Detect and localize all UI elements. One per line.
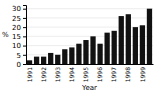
- y-tick-mark: [23, 46, 26, 47]
- y-tick-label: 0: [17, 61, 21, 69]
- bar: [90, 36, 95, 64]
- bar: [62, 49, 67, 64]
- y-tick: 15: [12, 33, 26, 41]
- y-tick-mark: [23, 55, 26, 56]
- x-tick-label: 1997: [110, 67, 117, 82]
- y-tick-label: 5: [17, 52, 21, 60]
- bar: [126, 14, 131, 64]
- bar: [133, 27, 138, 64]
- y-tick-label: 20: [12, 24, 21, 32]
- bar: [97, 44, 102, 64]
- grid-line: [26, 17, 153, 18]
- x-axis-title: Year: [81, 84, 97, 92]
- bar: [83, 40, 88, 64]
- y-tick: 30: [12, 5, 26, 13]
- bar: [27, 60, 32, 64]
- y-tick: 25: [12, 15, 26, 23]
- y-axis: 05 10152025 30: [12, 5, 26, 68]
- bar: [76, 44, 81, 64]
- x-tick-label: 1999: [139, 67, 146, 82]
- y-axis-title: %: [2, 31, 9, 39]
- x-tick: 1995: [82, 67, 89, 82]
- bar: [34, 57, 39, 64]
- y-tick-label: 10: [12, 42, 21, 50]
- bar: [147, 9, 152, 64]
- bar: [119, 16, 124, 64]
- x-tick: 1999: [139, 67, 146, 82]
- y-tick-mark: [23, 27, 26, 28]
- x-tick-label: 1991: [26, 67, 33, 82]
- x-tick-label: 1996: [96, 67, 103, 82]
- y-tick: 0: [17, 61, 26, 69]
- x-tick: 1998: [124, 67, 131, 82]
- bar: [104, 33, 109, 64]
- x-tick-label: 1994: [68, 67, 75, 82]
- y-tick: 10: [12, 42, 26, 50]
- y-tick-mark: [23, 36, 26, 37]
- grid-line: [26, 8, 153, 9]
- bar: [140, 25, 145, 64]
- x-tick: 1997: [110, 67, 117, 82]
- y-tick-mark: [23, 64, 26, 65]
- y-tick-mark: [23, 9, 26, 10]
- y-tick-label: 25: [12, 15, 21, 23]
- y-tick: 5: [17, 52, 26, 60]
- x-tick-label: 1993: [54, 67, 61, 82]
- x-tick: 1994: [68, 67, 75, 82]
- y-tick-label: 30: [12, 5, 21, 13]
- bar: [69, 47, 74, 64]
- grid: [26, 9, 153, 64]
- bar: [41, 57, 46, 64]
- bar: [48, 53, 53, 64]
- x-tick-label: 1998: [124, 67, 131, 82]
- bar: [55, 55, 60, 64]
- y-tick: 20: [12, 24, 26, 32]
- bar: [112, 31, 117, 64]
- x-tick: 1992: [40, 67, 47, 82]
- x-tick: 1993: [54, 67, 61, 82]
- y-tick-label: 15: [12, 33, 21, 41]
- x-axis: 1991 1992 1993 1994 1995 1996 1997 1998 1999: [26, 65, 154, 83]
- x-tick-label: 1995: [82, 67, 89, 82]
- x-tick: 1996: [96, 67, 103, 82]
- chart: 05 10152025 30 1991 1992 1993 1994 1995 1996 1997…: [0, 0, 157, 92]
- x-axis-line: [27, 64, 154, 65]
- x-tick-label: 1992: [40, 67, 47, 82]
- y-axis-line: [23, 6, 27, 65]
- y-tick-mark: [23, 18, 26, 19]
- x-tick: 1991: [26, 67, 33, 82]
- plot-area: [27, 9, 152, 64]
